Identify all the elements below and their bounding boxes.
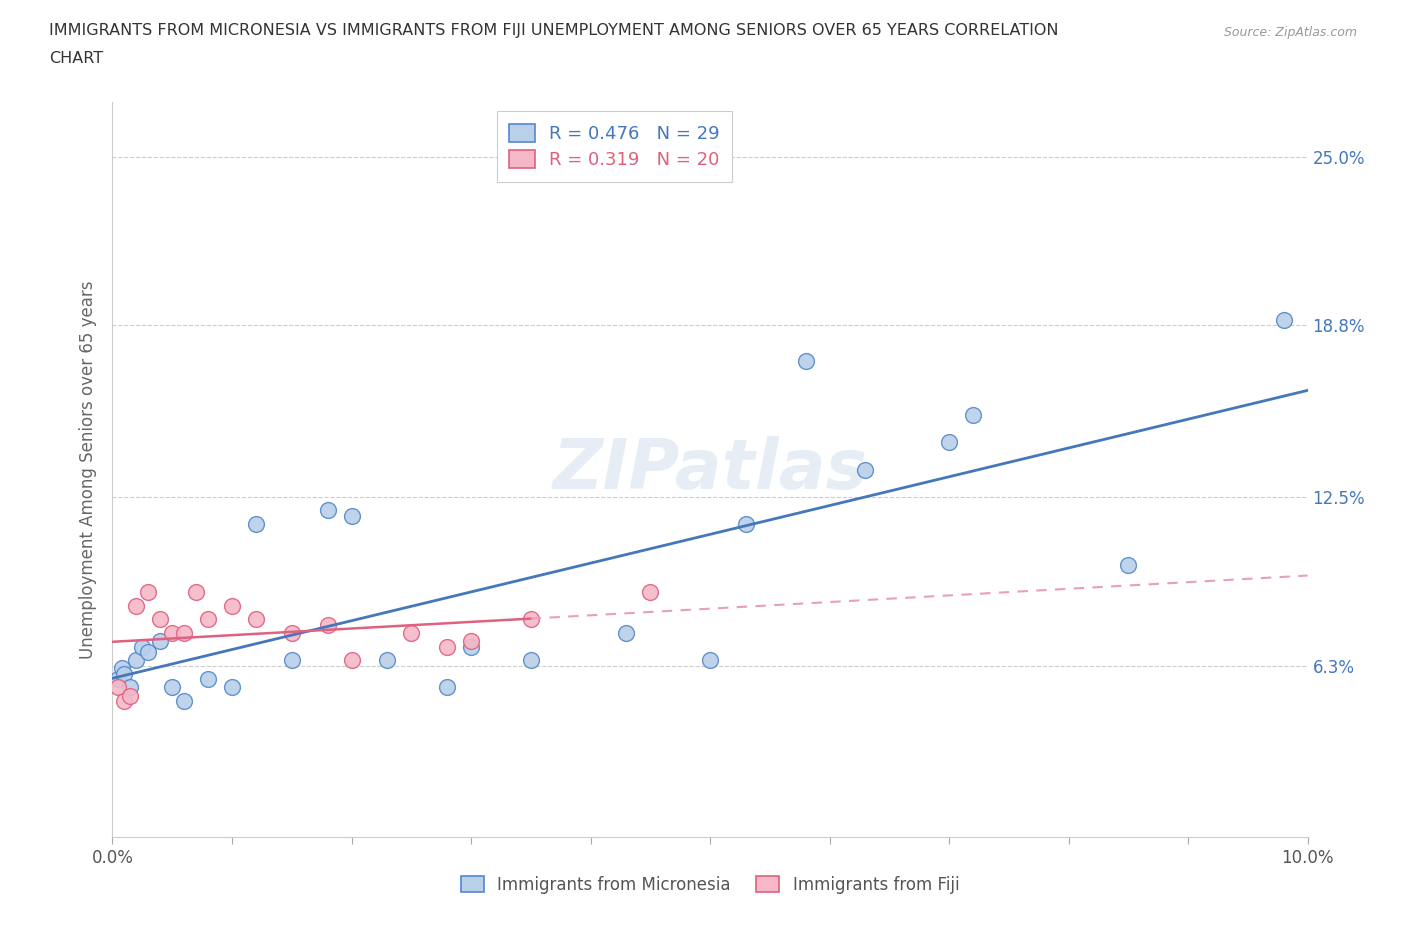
Point [855, 462, 877, 477]
Point [520, 653, 543, 668]
Point [125, 598, 148, 613]
Point [316, 503, 339, 518]
Point [107, 680, 129, 695]
Point [107, 671, 129, 686]
Point [186, 585, 208, 600]
Point [316, 618, 339, 632]
Point [281, 653, 304, 668]
Point [1272, 312, 1295, 327]
Point [401, 626, 423, 641]
Point [962, 407, 984, 422]
Point [735, 517, 758, 532]
Point [149, 612, 172, 627]
Point [120, 680, 142, 695]
Point [520, 612, 543, 627]
Point [114, 694, 135, 709]
Point [125, 653, 148, 668]
Point [794, 353, 817, 368]
Point [173, 694, 195, 709]
Text: Source: ZipAtlas.com: Source: ZipAtlas.com [1223, 26, 1357, 39]
Point [111, 661, 134, 676]
Y-axis label: Unemployment Among Seniors over 65 years: Unemployment Among Seniors over 65 years [79, 281, 97, 658]
Point [162, 680, 183, 695]
Point [340, 653, 363, 668]
Point [162, 626, 183, 641]
Point [221, 598, 243, 613]
Point [616, 626, 638, 641]
Point [1118, 557, 1140, 572]
Point [245, 612, 267, 627]
Text: ZIPatlas: ZIPatlas [553, 436, 868, 503]
Point [120, 688, 142, 703]
Point [197, 671, 219, 686]
Text: IMMIGRANTS FROM MICRONESIA VS IMMIGRANTS FROM FIJI UNEMPLOYMENT AMONG SENIORS OV: IMMIGRANTS FROM MICRONESIA VS IMMIGRANTS… [49, 23, 1059, 38]
Point [114, 666, 135, 681]
Point [938, 435, 960, 450]
Point [173, 626, 195, 641]
Point [460, 633, 482, 648]
Point [138, 644, 160, 659]
Legend: Immigrants from Micronesia, Immigrants from Fiji: Immigrants from Micronesia, Immigrants f… [453, 868, 967, 902]
Point [436, 680, 458, 695]
Point [340, 509, 363, 524]
Point [221, 680, 243, 695]
Point [245, 517, 267, 532]
Point [640, 585, 662, 600]
Point [197, 612, 219, 627]
Point [281, 626, 304, 641]
Point [377, 653, 399, 668]
Point [149, 633, 172, 648]
Point [699, 653, 721, 668]
Point [436, 639, 458, 654]
Point [131, 639, 153, 654]
Text: CHART: CHART [49, 51, 103, 66]
Point [138, 585, 160, 600]
Point [460, 639, 482, 654]
